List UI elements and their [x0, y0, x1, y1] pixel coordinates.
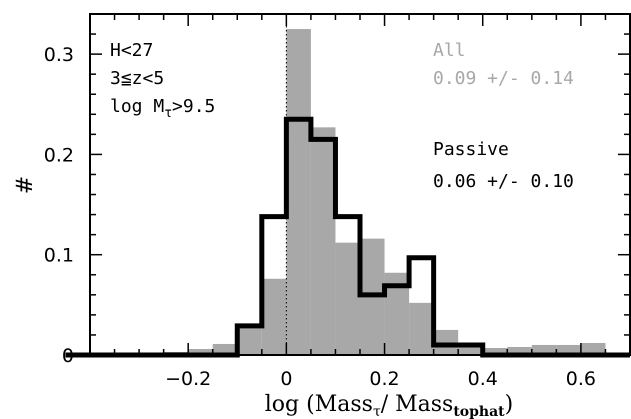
- legend-all-stat: 0.09 +/- 0.14: [433, 68, 574, 89]
- all-bar: [507, 346, 532, 355]
- legend-all-label: All: [433, 40, 466, 61]
- redshift-range-label: 3≦z<5: [110, 68, 164, 89]
- tick-labels: −0.2 0 0.2 0.4 0.6 0 0.1 0.2 0.3: [44, 44, 596, 390]
- x-tick-label: 0.2: [369, 368, 399, 390]
- all-bar: [335, 242, 360, 355]
- x-tick-label: 0.6: [566, 368, 596, 390]
- all-bar: [531, 344, 557, 355]
- passive-histogram: [65, 116, 630, 358]
- all-bar: [212, 343, 238, 355]
- y-tick-label: 0.1: [44, 245, 74, 267]
- y-tick-label: 0: [62, 345, 74, 367]
- all-bar: [556, 344, 581, 355]
- y-tick-label: 0.3: [44, 44, 74, 66]
- all-bar: [286, 29, 311, 355]
- all-bar: [580, 342, 606, 355]
- x-tick-label: 0.4: [468, 368, 498, 390]
- x-tick-label: 0: [280, 368, 292, 390]
- all-bar: [482, 347, 508, 355]
- legend-passive-stat: 0.06 +/- 0.10: [433, 171, 574, 192]
- y-axis-title: #: [13, 176, 38, 194]
- legend-passive-label: Passive: [433, 139, 509, 160]
- all-bar: [409, 302, 434, 355]
- x-tick-label: −0.2: [165, 368, 211, 390]
- x-axis-title: log (Massτ/ Masstophat): [265, 392, 513, 419]
- all-bar: [261, 278, 287, 355]
- mass-cut-label: log Mτ>9.5: [110, 96, 215, 121]
- plot-frame: [89, 13, 631, 356]
- all-bar: [188, 348, 213, 355]
- all-bar: [237, 325, 262, 355]
- all-bar: [433, 329, 459, 355]
- sample-cut-label: H<27: [110, 40, 153, 61]
- passive-step-line: [65, 116, 630, 358]
- y-tick-label: 0.2: [44, 144, 74, 166]
- all-bar: [310, 127, 336, 355]
